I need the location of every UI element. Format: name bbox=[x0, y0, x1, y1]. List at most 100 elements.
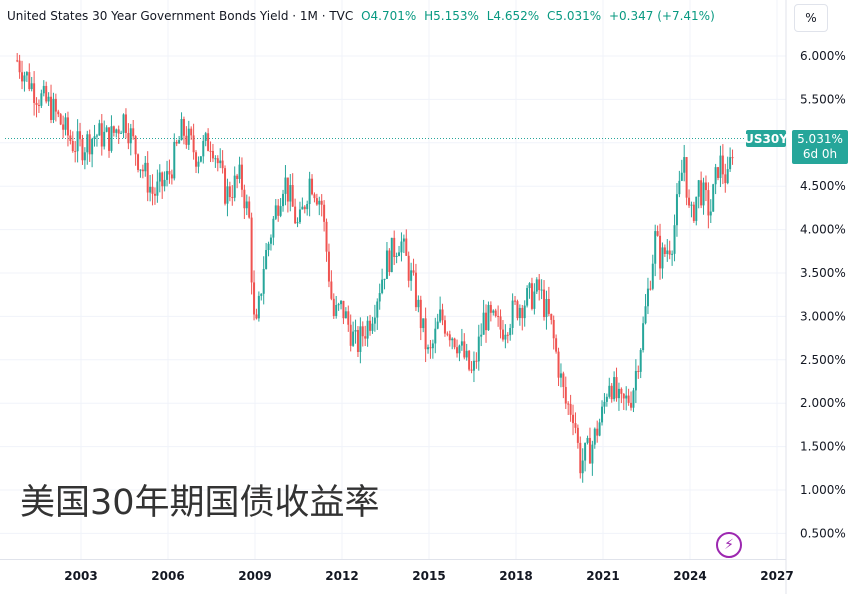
candle-body bbox=[538, 279, 541, 291]
candle-body bbox=[371, 323, 374, 331]
candle-body bbox=[453, 338, 456, 348]
candle-body bbox=[627, 395, 630, 403]
close-value: C5.031% bbox=[547, 9, 602, 23]
candle-body bbox=[608, 385, 611, 397]
candle-body bbox=[497, 315, 500, 317]
candle-body bbox=[33, 83, 36, 103]
candle-body bbox=[40, 93, 43, 106]
candle-body bbox=[347, 311, 350, 325]
candle-body bbox=[340, 300, 343, 305]
candle-body bbox=[122, 114, 125, 133]
candle-body bbox=[296, 222, 299, 224]
candle-body bbox=[410, 270, 413, 281]
y-axis-labels: 6.000%5.500%5.000%4.500%4.000%3.500%3.00… bbox=[800, 49, 846, 540]
candle-body bbox=[506, 334, 509, 336]
percent-scale-button[interactable]: % bbox=[794, 4, 828, 32]
candle-body bbox=[569, 404, 572, 415]
candle-body bbox=[262, 268, 265, 294]
candle-body bbox=[255, 314, 258, 319]
change-value: +0.347 (+7.41%) bbox=[608, 9, 715, 23]
candle-body bbox=[149, 186, 152, 193]
candle-body bbox=[675, 194, 678, 226]
x-tick-label: 2015 bbox=[412, 569, 445, 583]
candle-body bbox=[540, 289, 543, 291]
candle-body bbox=[535, 279, 538, 292]
candle-body bbox=[228, 186, 231, 198]
candle-body bbox=[487, 304, 490, 331]
x-tick-label: 2027 bbox=[760, 569, 793, 583]
candle-body bbox=[211, 150, 214, 159]
candle-body bbox=[562, 373, 565, 387]
candle-body bbox=[441, 309, 444, 321]
candle-body bbox=[463, 341, 466, 358]
candle-body bbox=[170, 174, 173, 179]
x-tick-label: 2009 bbox=[238, 569, 271, 583]
candle-body bbox=[45, 85, 48, 102]
candle-body bbox=[429, 347, 432, 349]
candle-body bbox=[243, 189, 246, 209]
candle-body bbox=[81, 139, 84, 161]
candle-body bbox=[64, 117, 67, 130]
candle-body bbox=[383, 278, 386, 280]
candle-body bbox=[468, 350, 471, 370]
candle-body bbox=[472, 360, 475, 371]
candle-body bbox=[366, 320, 369, 339]
candle-body bbox=[543, 289, 546, 318]
candle-body bbox=[501, 329, 504, 340]
candle-body bbox=[166, 171, 169, 180]
candle-body bbox=[499, 316, 502, 330]
candle-body bbox=[376, 301, 379, 318]
candle-body bbox=[656, 231, 659, 236]
y-tick-label: 3.500% bbox=[800, 266, 846, 280]
candle-body bbox=[25, 72, 28, 76]
candle-body bbox=[620, 388, 623, 394]
candle-body bbox=[485, 312, 488, 331]
candle-body bbox=[294, 206, 297, 224]
y-tick-label: 2.000% bbox=[800, 396, 846, 410]
candle-body bbox=[349, 324, 352, 346]
candle-body bbox=[286, 177, 289, 202]
candle-body bbox=[93, 136, 96, 139]
y-tick-label: 4.000% bbox=[800, 223, 846, 237]
candle-body bbox=[279, 206, 282, 216]
high-value: H5.153% bbox=[424, 9, 479, 23]
candle-body bbox=[250, 217, 253, 283]
candle-body bbox=[700, 180, 703, 206]
candle-body bbox=[361, 326, 364, 337]
candle-body bbox=[574, 423, 577, 428]
candle-body bbox=[112, 126, 115, 133]
candle-body bbox=[37, 104, 40, 106]
candle-body bbox=[306, 204, 309, 210]
candle-body bbox=[315, 198, 318, 205]
candle-body bbox=[337, 304, 340, 306]
y-tick-label: 0.500% bbox=[800, 526, 846, 540]
candle-body bbox=[332, 298, 335, 317]
candle-body bbox=[311, 178, 314, 195]
y-tick-label: 1.000% bbox=[800, 483, 846, 497]
candle-body bbox=[168, 171, 171, 175]
candle-body bbox=[105, 127, 108, 132]
candle-body bbox=[103, 131, 106, 147]
y-tick-label: 6.000% bbox=[800, 49, 846, 63]
candle-body bbox=[35, 102, 38, 105]
candle-body bbox=[284, 177, 287, 194]
candle-body bbox=[100, 123, 103, 147]
candle-body bbox=[407, 255, 410, 281]
lightning-icon[interactable]: ⚡ bbox=[716, 532, 742, 558]
candle-body bbox=[511, 300, 514, 328]
candle-body bbox=[729, 157, 732, 170]
candle-body bbox=[552, 319, 555, 339]
open-value: O4.701% bbox=[361, 9, 417, 23]
candle-body bbox=[91, 138, 94, 155]
candle-body bbox=[66, 117, 69, 136]
chart-title: United States 30 Year Government Bonds Y… bbox=[7, 9, 354, 23]
candle-body bbox=[598, 422, 601, 436]
candle-body bbox=[630, 402, 633, 408]
candle-body bbox=[436, 321, 439, 329]
chart-header: United States 30 Year Government Bonds Y… bbox=[7, 9, 719, 23]
candle-body bbox=[480, 334, 483, 337]
candle-body bbox=[146, 162, 149, 193]
candle-body bbox=[69, 135, 72, 141]
candle-body bbox=[74, 151, 77, 153]
